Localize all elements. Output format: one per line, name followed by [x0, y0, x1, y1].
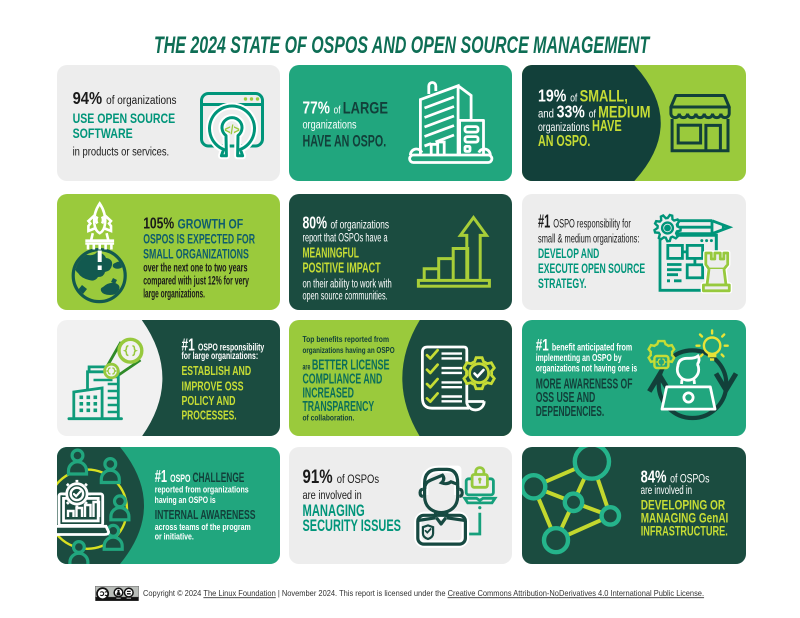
svg-text:are involved in: are involved in [302, 489, 361, 503]
svg-text:19% of SMALL,: 19% of SMALL, [538, 86, 628, 106]
svg-text:over the next one to two years: over the next one to two years [143, 261, 247, 274]
svg-text:organizations: organizations [302, 119, 356, 133]
svg-text:OSPOS IS EXPECTED FOR: OSPOS IS EXPECTED FOR [143, 232, 255, 246]
svg-text:#1 OSPO responsibility: #1 OSPO responsibility [181, 334, 264, 354]
svg-text:are BETTER LICENSE: are BETTER LICENSE [303, 356, 390, 373]
svg-text:or initiative.: or initiative. [155, 532, 194, 542]
svg-text:ESTABLISH AND: ESTABLISH AND [182, 364, 252, 378]
svg-text:INCREASED: INCREASED [302, 383, 354, 400]
svg-text:EXECUTE OPEN SOURCE: EXECUTE OPEN SOURCE [538, 260, 645, 276]
svg-text:are involved in: are involved in [641, 484, 693, 497]
svg-text:MANAGING GenAI: MANAGING GenAI [641, 510, 729, 526]
svg-text:for large organizations:: for large organizations: [182, 349, 259, 361]
svg-text:AN OSPO.: AN OSPO. [538, 132, 590, 149]
svg-text:small & medium organizations:: small & medium organizations: [538, 232, 639, 245]
svg-text:Copyright © 2024 The Linux Fou: Copyright © 2024 The Linux Foundation | … [143, 589, 704, 599]
svg-text:MANAGING: MANAGING [302, 501, 364, 520]
svg-text:PROCESSES.: PROCESSES. [182, 409, 237, 423]
svg-text:MEANINGFUL: MEANINGFUL [302, 244, 358, 261]
svg-text:and 33% of MEDIUM: and 33% of MEDIUM [538, 102, 651, 122]
svg-text:across teams of the program: across teams of the program [155, 522, 251, 532]
svg-text:POLICY AND: POLICY AND [181, 394, 235, 408]
svg-text:HAVE AN OSPO.: HAVE AN OSPO. [302, 132, 386, 150]
svg-text:77% of LARGE: 77% of LARGE [302, 99, 387, 118]
svg-text:USE OPEN SOURCE: USE OPEN SOURCE [73, 111, 176, 127]
svg-text:report that OSPOs have a: report that OSPOs have a [303, 231, 388, 244]
svg-text:large organizations.: large organizations. [143, 287, 205, 299]
svg-text:INFRASTRUCTURE.: INFRASTRUCTURE. [641, 522, 728, 539]
svg-text:84% of OSPOs: 84% of OSPOs [641, 467, 710, 487]
svg-text:INTERNAL AWARENESS: INTERNAL AWARENESS [155, 509, 256, 523]
svg-text:94% of organizations: 94% of organizations [73, 89, 177, 109]
svg-text:105% GROWTH OF: 105% GROWTH OF [143, 214, 243, 232]
svg-text:in products or services.: in products or services. [73, 146, 170, 159]
svg-text:IMPROVE OSS: IMPROVE OSS [182, 380, 244, 394]
svg-text:TRANSPARENCY: TRANSPARENCY [302, 397, 374, 414]
svg-text:organizations having an OSPO: organizations having an OSPO [302, 344, 394, 354]
svg-text:STRATEGY.: STRATEGY. [538, 275, 586, 291]
svg-text:organizations not having one i: organizations not having one is [536, 361, 638, 373]
svg-text:SECURITY ISSUES: SECURITY ISSUES [303, 516, 401, 535]
svg-text:SMALL ORGANIZATIONS: SMALL ORGANIZATIONS [143, 247, 249, 261]
svg-text:DEVELOP AND: DEVELOP AND [538, 245, 599, 261]
svg-text:COMPLIANCE AND: COMPLIANCE AND [303, 370, 383, 387]
svg-text:organizations HAVE: organizations HAVE [538, 117, 622, 134]
svg-text:having an OSPO is: having an OSPO is [155, 495, 216, 505]
svg-text:of collaboration.: of collaboration. [302, 412, 354, 422]
svg-text:91% of OSPOs: 91% of OSPOs [303, 465, 380, 487]
svg-text:#1 benefit anticipated from: #1 benefit anticipated from [536, 336, 633, 355]
svg-text:open source communities.: open source communities. [303, 289, 388, 302]
svg-text:on their ability to work with: on their ability to work with [303, 277, 392, 290]
svg-text:#1 OSPO CHALLENGE: #1 OSPO CHALLENGE [155, 466, 245, 486]
svg-text:THE 2024 STATE OF OSPOS AND OP: THE 2024 STATE OF OSPOS AND OPEN SOURCE … [154, 32, 650, 59]
svg-text:80% of organizations: 80% of organizations [303, 213, 390, 233]
svg-text:#1 OSPO responsibility for: #1 OSPO responsibility for [538, 211, 631, 232]
svg-text:implementing an OSPO by: implementing an OSPO by [536, 351, 622, 363]
svg-text:DEVELOPING OR: DEVELOPING OR [641, 497, 726, 513]
svg-text:compared with just 12% for ver: compared with just 12% for very [143, 274, 249, 287]
svg-text:OSS USE AND: OSS USE AND [536, 388, 596, 405]
svg-text:Top benefits reported from: Top benefits reported from [302, 334, 389, 344]
svg-text:SOFTWARE: SOFTWARE [73, 126, 133, 142]
svg-text:</>: </> [224, 123, 240, 137]
svg-text:POSITIVE IMPACT: POSITIVE IMPACT [302, 259, 381, 276]
svg-text:DEPENDENCIES.: DEPENDENCIES. [536, 402, 605, 419]
svg-text:MORE AWARENESS OF: MORE AWARENESS OF [536, 374, 633, 391]
svg-text:reported from organizations: reported from organizations [155, 485, 249, 495]
